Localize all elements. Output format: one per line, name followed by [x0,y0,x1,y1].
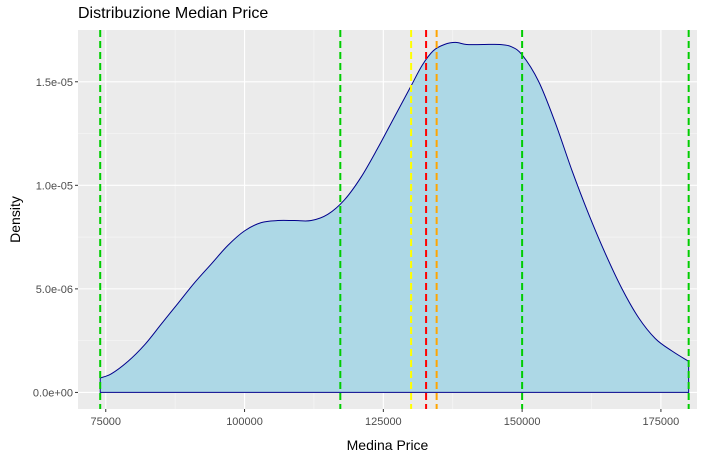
chart-title: Distribuzione Median Price [78,5,269,22]
y-tick-label: 5.0e-06 [36,284,73,296]
x-tick-label: 75000 [90,416,121,428]
y-tick-label: 1.5e-05 [36,77,73,89]
y-tick-label: 0.0e+00 [33,387,73,399]
x-axis-title: Medina Price [347,437,429,453]
reference-lines [99,30,690,409]
y-axis-title: Density [7,196,23,243]
x-axis-ticks: 75000 100000 125000 150000 175000 [90,409,679,428]
y-tick-label: 1.0e-05 [36,180,73,192]
x-tick-label: 175000 [643,416,680,428]
y-axis-ticks: 0.0e+00 5.0e-06 1.0e-05 1.5e-05 [33,77,78,399]
x-tick-label: 125000 [365,416,402,428]
x-tick-label: 150000 [504,416,541,428]
x-tick-label: 100000 [226,416,263,428]
